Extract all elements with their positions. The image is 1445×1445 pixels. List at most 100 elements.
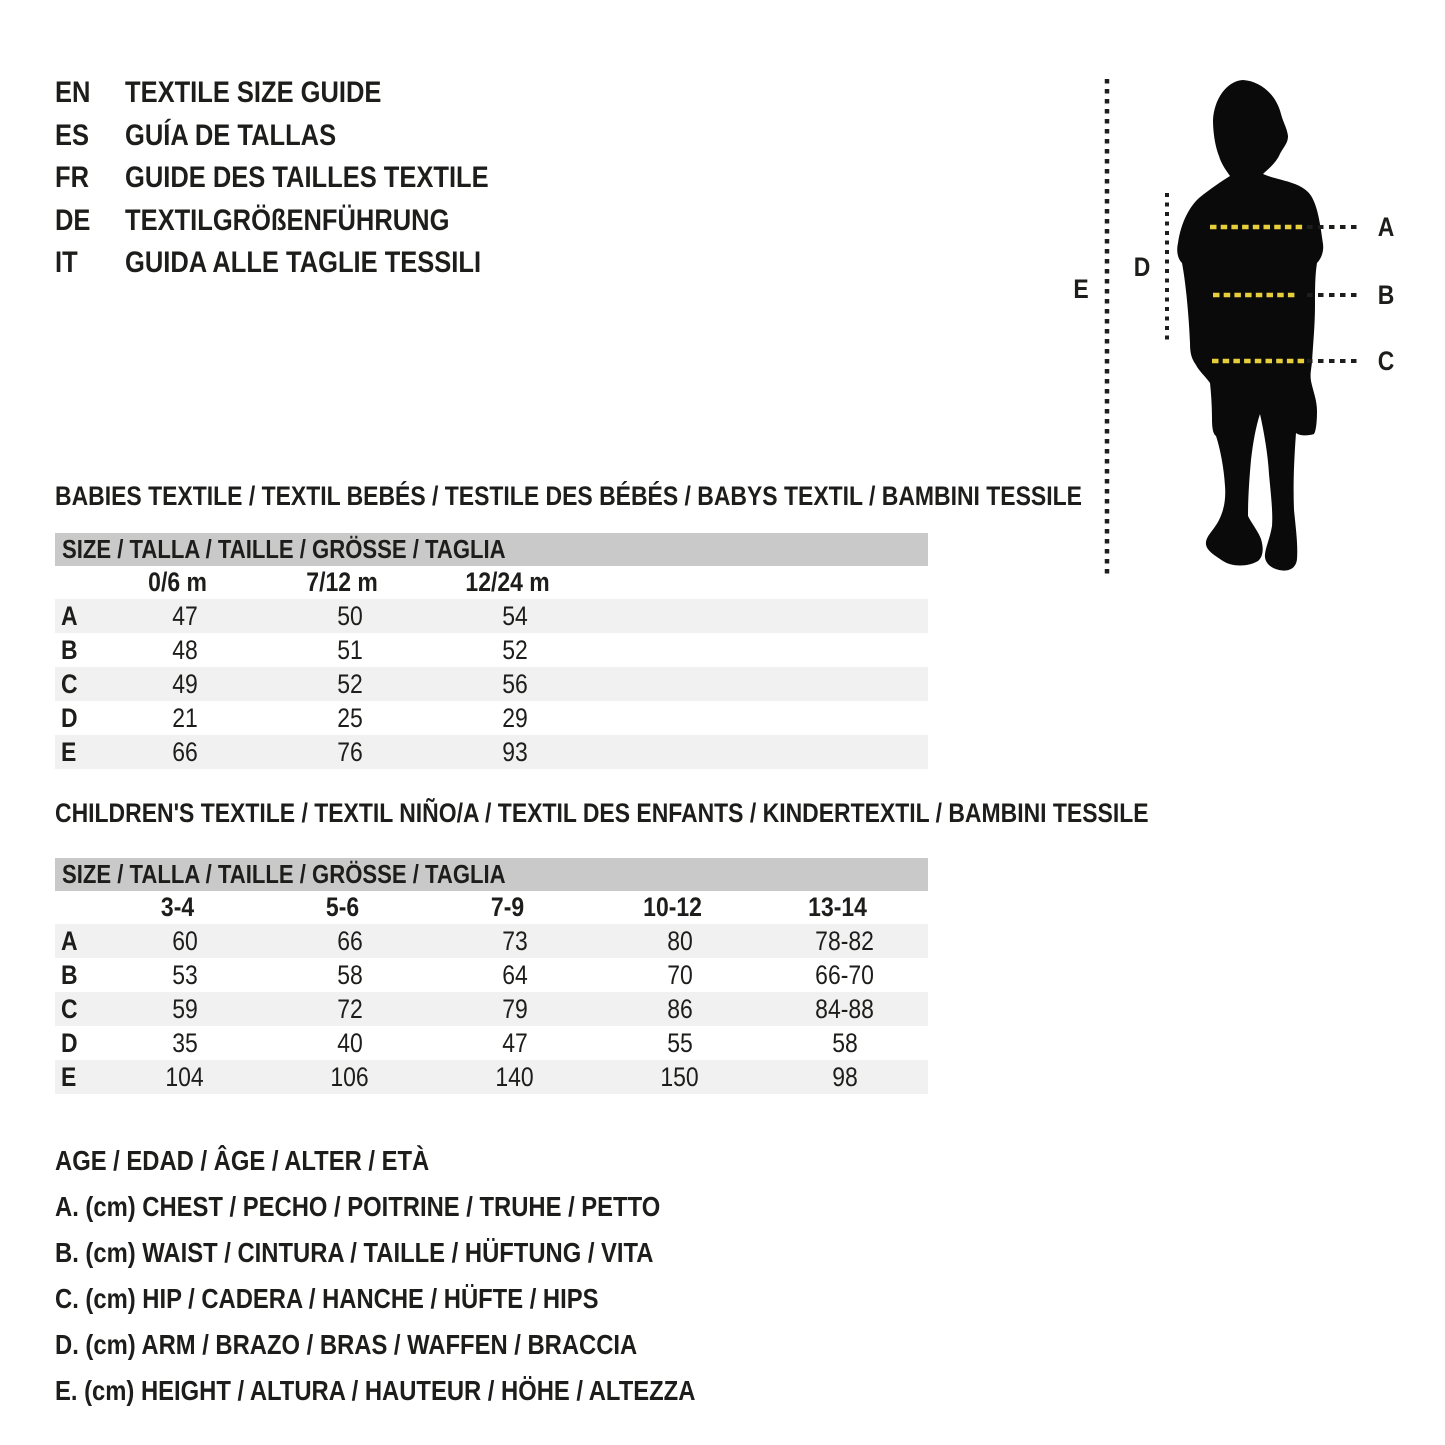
table-cell: 104 bbox=[118, 1060, 253, 1094]
table-cell: 12/24 m bbox=[440, 566, 575, 599]
table-cell: 10-12 bbox=[605, 891, 740, 924]
row-label-text: B bbox=[61, 635, 78, 665]
measurement-figure: A B C D E bbox=[1073, 79, 1395, 575]
legend-line: E. (cm) HEIGHT / ALTURA / HAUTEUR / HÖHE… bbox=[55, 1368, 808, 1414]
row-label: C bbox=[55, 667, 110, 701]
table-cell-text: 5-6 bbox=[325, 892, 360, 922]
language-code: FR bbox=[55, 157, 125, 200]
table-cell: 51 bbox=[283, 633, 418, 667]
table-cell-text: 54 bbox=[502, 601, 528, 631]
language-row: IT GUIDA ALLE TAGLIE TESSILI bbox=[55, 242, 553, 285]
language-code-text: DE bbox=[55, 203, 91, 237]
table-row: C 59 72 79 86 84-88 bbox=[55, 992, 928, 1026]
table-cell: 52 bbox=[448, 633, 583, 667]
table-cell-text: 13-14 bbox=[808, 892, 867, 922]
language-code: IT bbox=[55, 242, 125, 285]
table-cell-text: 104 bbox=[165, 1062, 205, 1092]
legend-line-text: D. (cm) ARM / BRAZO / BRAS / WAFFEN / BR… bbox=[55, 1329, 638, 1360]
language-code-text: FR bbox=[55, 161, 89, 194]
row-label: A bbox=[55, 599, 110, 633]
row-label-text: A bbox=[61, 601, 78, 631]
table-cell-text: 58 bbox=[337, 960, 363, 990]
table-cell: 35 bbox=[118, 1026, 253, 1060]
table-cell-text: 76 bbox=[337, 737, 363, 767]
babies-table-body: A 47 50 54 B 48 51 52 C 49 52 56 D 21 25 29 E 66… bbox=[55, 599, 928, 769]
language-code: EN bbox=[55, 72, 125, 115]
table-cell: 106 bbox=[283, 1060, 418, 1094]
table-cell-text: 80 bbox=[667, 926, 693, 956]
table-row: D 35 40 47 55 58 bbox=[55, 1026, 928, 1060]
table-cell: 3-4 bbox=[110, 891, 245, 924]
babies-section-heading: BABIES TEXTILE / TEXTIL BEBÉS / TESTILE … bbox=[55, 482, 1263, 510]
table-cell-text: 51 bbox=[337, 635, 363, 665]
table-cell: 13-14 bbox=[770, 891, 905, 924]
table-cell: 66 bbox=[283, 924, 418, 958]
table-cell: 64 bbox=[448, 958, 583, 992]
table-cell: 48 bbox=[118, 633, 253, 667]
legend-line-text: B. (cm) WAIST / CINTURA / TAILLE / HÜFTU… bbox=[55, 1237, 654, 1268]
figure-label-a: A bbox=[1378, 212, 1395, 242]
table-cell-text: 66 bbox=[172, 737, 198, 767]
table-cell: 52 bbox=[283, 667, 418, 701]
table-cell-text: 49 bbox=[172, 669, 198, 699]
table-cell: 40 bbox=[283, 1026, 418, 1060]
row-label: B bbox=[55, 633, 110, 667]
language-code-text: ES bbox=[55, 118, 90, 152]
figure-label-e: E bbox=[1073, 274, 1088, 304]
table-cell-text: 78-82 bbox=[815, 926, 875, 956]
child-silhouette bbox=[1177, 80, 1324, 571]
legend-line: A. (cm) CHEST / PECHO / POITRINE / TRUHE… bbox=[55, 1184, 808, 1230]
size-header-text: SIZE / TALLA / TAILLE / GRÖSSE / TAGLIA bbox=[62, 859, 506, 889]
table-cell-text: 70 bbox=[667, 960, 693, 990]
children-size-table: SIZE / TALLA / TAILLE / GRÖSSE / TAGLIA … bbox=[55, 858, 928, 1094]
table-cell: 25 bbox=[283, 701, 418, 735]
row-label: C bbox=[55, 992, 110, 1026]
table-cell: 55 bbox=[613, 1026, 748, 1060]
row-label: D bbox=[55, 701, 110, 735]
table-cell: 7-9 bbox=[440, 891, 575, 924]
table-cell-text: 52 bbox=[337, 669, 363, 699]
table-cell-text: 7/12 m bbox=[306, 567, 379, 597]
size-header-text: SIZE / TALLA / TAILLE / GRÖSSE / TAGLIA bbox=[62, 534, 506, 564]
language-title: TEXTILE SIZE GUIDE bbox=[125, 76, 382, 109]
language-row: DE TEXTILGRÖßENFÜHRUNG bbox=[55, 200, 553, 243]
table-cell: 66 bbox=[118, 735, 253, 769]
language-title: GUÍA DE TALLAS bbox=[125, 118, 337, 152]
row-label-text: E bbox=[61, 1062, 77, 1092]
table-cell-text: 3-4 bbox=[160, 892, 195, 922]
table-cell-text: 72 bbox=[337, 994, 363, 1024]
table-row: D 21 25 29 bbox=[55, 701, 928, 735]
table-cell: 72 bbox=[283, 992, 418, 1026]
table-cell: 70 bbox=[613, 958, 748, 992]
row-label-text: C bbox=[61, 994, 78, 1024]
table-cell: 59 bbox=[118, 992, 253, 1026]
table-cell-text: 60 bbox=[172, 926, 198, 956]
row-label-text: D bbox=[61, 1028, 78, 1058]
row-label-text: C bbox=[61, 669, 78, 699]
table-cell: 78-82 bbox=[778, 924, 913, 958]
table-cell-text: 47 bbox=[502, 1028, 528, 1058]
children-heading-text: CHILDREN'S TEXTILE / TEXTIL NIÑO/A / TEX… bbox=[55, 798, 1149, 828]
table-cell-text: 55 bbox=[667, 1028, 693, 1058]
table-cell: 60 bbox=[118, 924, 253, 958]
babies-size-table: SIZE / TALLA / TAILLE / GRÖSSE / TAGLIA … bbox=[55, 533, 928, 769]
children-column-header-row: 3-4 5-6 7-9 10-12 13-14 bbox=[55, 891, 928, 924]
table-cell-text: 59 bbox=[172, 994, 198, 1024]
table-row: B 53 58 64 70 66-70 bbox=[55, 958, 928, 992]
table-cell: 29 bbox=[448, 701, 583, 735]
table-cell-text: 84-88 bbox=[815, 994, 875, 1024]
table-cell-text: 106 bbox=[330, 1062, 370, 1092]
table-cell: 79 bbox=[448, 992, 583, 1026]
table-cell-text: 25 bbox=[337, 703, 363, 733]
table-cell: 93 bbox=[448, 735, 583, 769]
table-cell-text: 64 bbox=[502, 960, 528, 990]
row-label-text: A bbox=[61, 926, 78, 956]
table-row: E 104 106 140 150 98 bbox=[55, 1060, 928, 1094]
table-cell-text: 52 bbox=[502, 635, 528, 665]
children-section-heading: CHILDREN'S TEXTILE / TEXTIL NIÑO/A / TEX… bbox=[55, 799, 1342, 827]
language-code: DE bbox=[55, 200, 125, 243]
table-cell-text: 7-9 bbox=[490, 892, 525, 922]
table-cell: 66-70 bbox=[778, 958, 913, 992]
table-cell: 5-6 bbox=[275, 891, 410, 924]
table-cell: 76 bbox=[283, 735, 418, 769]
